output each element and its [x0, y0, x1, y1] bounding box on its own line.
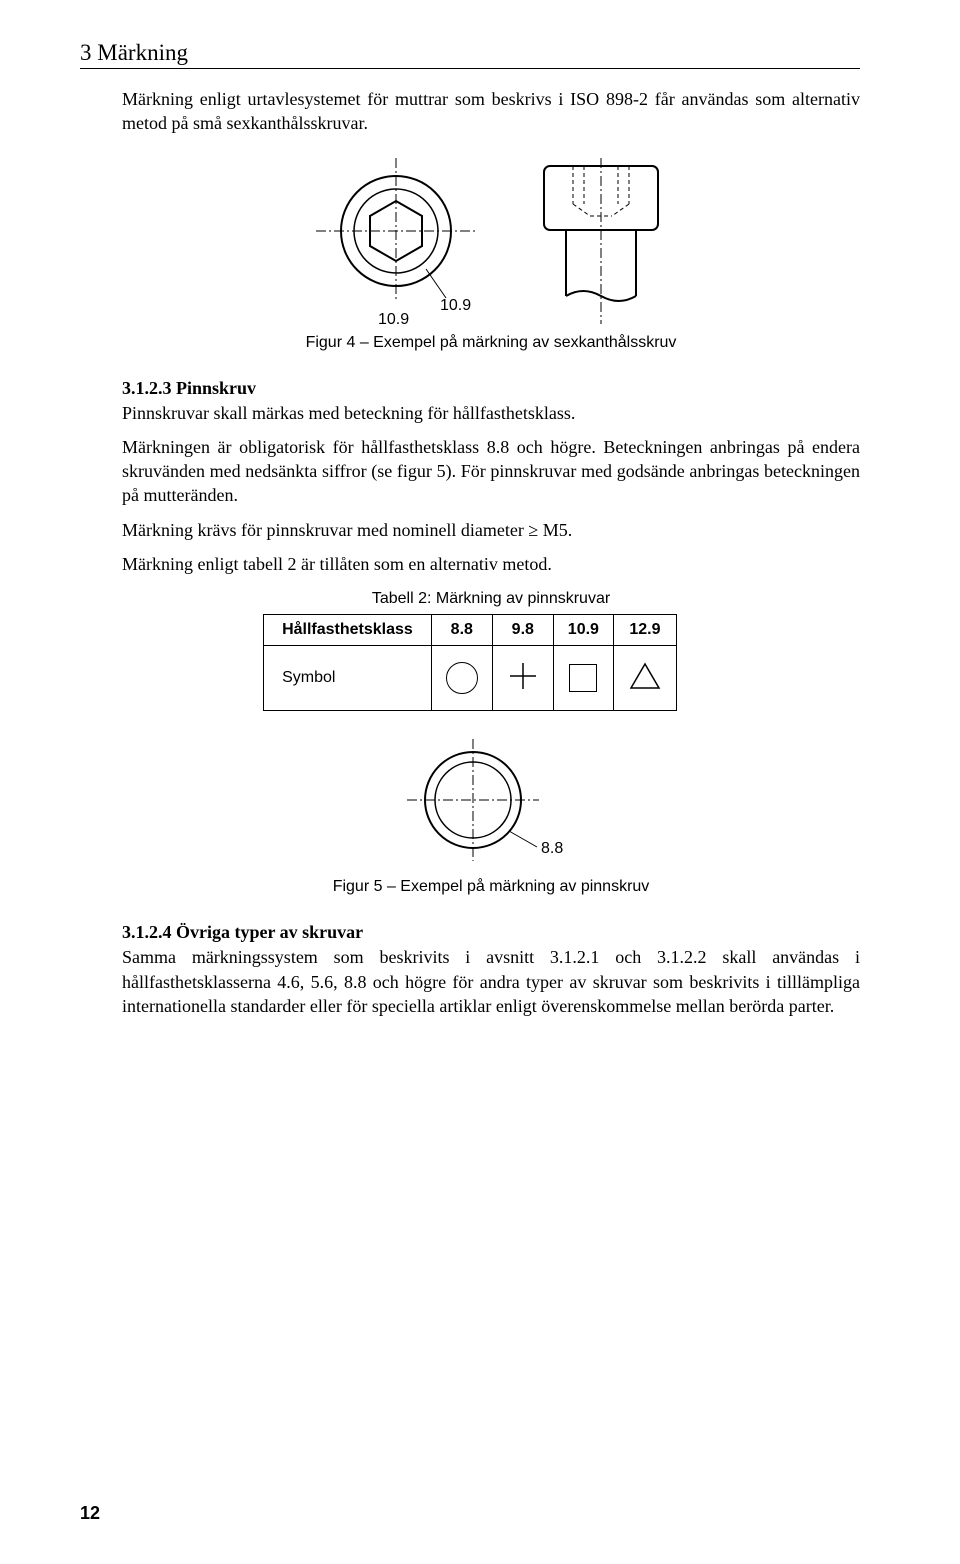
fig5-label: 8.8 — [541, 840, 563, 857]
heading-3123: 3.1.2.3 Pinnskruv — [122, 378, 860, 399]
square-icon — [569, 664, 597, 692]
figure4-topview: 10.9 10.9 — [306, 156, 486, 326]
p-3123-4: Märkning enligt tabell 2 är tillåten som… — [122, 552, 860, 576]
p-3123-1: Pinnskruvar skall märkas med beteckning … — [122, 401, 860, 425]
table2-label2: Symbol — [264, 646, 432, 711]
table2-col3: 10.9 — [553, 615, 613, 646]
table2-caption: Tabell 2: Märkning av pinnskruvar — [122, 590, 860, 608]
table2-label1: Hållfasthetsklass — [264, 615, 432, 646]
symbol-plus-cell — [492, 646, 553, 711]
circle-icon — [446, 662, 478, 694]
p-3123-2: Märkningen är obligatorisk för hållfasth… — [122, 435, 860, 508]
para-intro: Märkning enligt urtavlesystemet för mutt… — [122, 87, 860, 136]
figure5-caption: Figur 5 – Exempel på märkning av pinnskr… — [122, 878, 860, 896]
p-3123-3: Märkning krävs för pinnskruvar med nomin… — [122, 518, 860, 542]
table2-col2: 9.8 — [492, 615, 553, 646]
table2-col1: 8.8 — [431, 615, 492, 646]
symbol-circle-cell — [431, 646, 492, 711]
symbol-triangle-cell — [613, 646, 676, 711]
plus-icon — [507, 660, 539, 692]
figure4-row: 10.9 10.9 — [122, 156, 860, 326]
heading-3124: 3.1.2.4 Övriga typer av skruvar — [122, 922, 860, 943]
figure4-caption: Figur 4 – Exempel på märkning av sexkant… — [122, 334, 860, 352]
figure5-wrap: 8.8 — [122, 735, 860, 870]
fig4-label1: 10.9 — [440, 297, 471, 314]
p-3124-1: Samma märkningssystem som beskrivits i a… — [122, 945, 860, 1018]
table2-row-symbols: Symbol — [264, 646, 677, 711]
figure5-drawing: 8.8 — [401, 735, 581, 865]
table2-row-header: Hållfasthetsklass 8.8 9.8 10.9 12.9 — [264, 615, 677, 646]
symbol-square-cell — [553, 646, 613, 711]
fig4-label2: 10.9 — [378, 311, 409, 326]
table2: Hållfasthetsklass 8.8 9.8 10.9 12.9 Symb… — [263, 614, 677, 711]
table2-col4: 12.9 — [613, 615, 676, 646]
page-number: 12 — [80, 1503, 100, 1524]
triangle-icon — [628, 660, 662, 692]
figure4-sideview — [526, 156, 676, 326]
section-header: 3 Märkning — [80, 40, 860, 69]
